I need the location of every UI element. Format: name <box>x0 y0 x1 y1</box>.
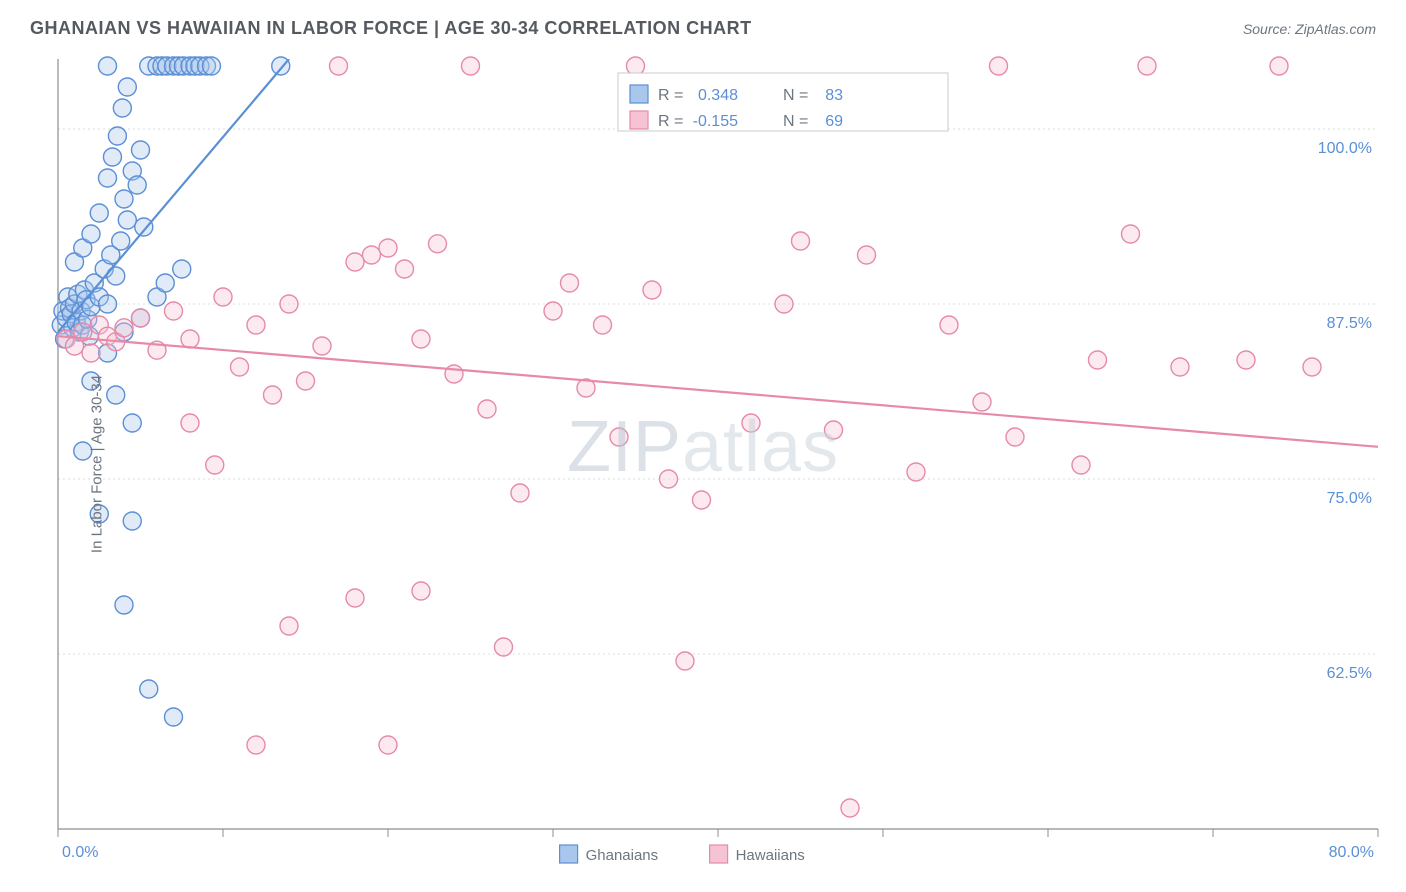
svg-text:83: 83 <box>825 87 843 104</box>
svg-text:R =: R = <box>658 113 683 130</box>
svg-text:Ghanaians: Ghanaians <box>586 847 659 864</box>
scatter-chart: 62.5% 75.0% 87.5% 100.0% 0.0% 80.0% R = 0.348 N … <box>0 49 1406 879</box>
header: GHANAIAN VS HAWAIIAN IN LABOR FORCE | AG… <box>0 0 1406 49</box>
svg-text:0.0%: 0.0% <box>62 844 98 861</box>
svg-text:N =: N = <box>783 113 808 130</box>
source-attribution: Source: ZipAtlas.com <box>1243 21 1376 37</box>
svg-text:75.0%: 75.0% <box>1327 490 1372 507</box>
svg-text:-0.155: -0.155 <box>693 113 738 130</box>
svg-text:Hawaiians: Hawaiians <box>736 847 805 864</box>
chart-container: In Labor Force | Age 30-34 ZIPatlas 62.5… <box>0 49 1406 879</box>
y-axis-label: In Labor Force | Age 30-34 <box>89 375 106 553</box>
chart-title: GHANAIAN VS HAWAIIAN IN LABOR FORCE | AG… <box>30 18 752 39</box>
svg-text:69: 69 <box>825 113 843 130</box>
svg-text:R =: R = <box>658 87 683 104</box>
svg-text:0.348: 0.348 <box>698 87 738 104</box>
svg-text:87.5%: 87.5% <box>1327 315 1372 332</box>
svg-text:62.5%: 62.5% <box>1327 665 1372 682</box>
svg-text:80.0%: 80.0% <box>1329 844 1374 861</box>
svg-text:N =: N = <box>783 87 808 104</box>
svg-text:100.0%: 100.0% <box>1318 140 1372 157</box>
